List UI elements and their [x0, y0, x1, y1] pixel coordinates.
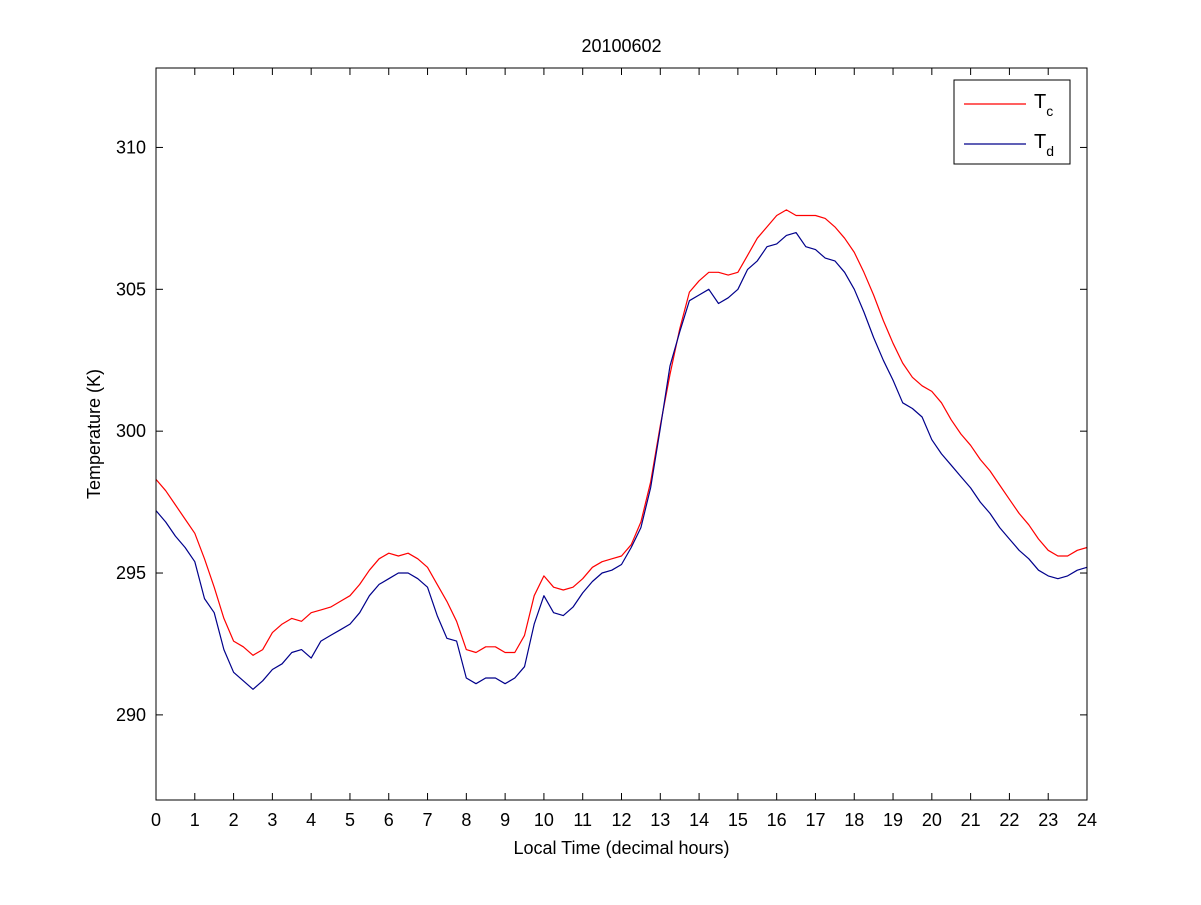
- series-line-Tc: [155, 209, 1088, 656]
- x-tick-label: 8: [461, 810, 471, 830]
- x-tick-label: 3: [267, 810, 277, 830]
- plot-frame: [155, 67, 1088, 801]
- y-tick-label: 290: [116, 705, 146, 725]
- chart-title: 20100602: [581, 36, 661, 56]
- x-tick-label: 1: [190, 810, 200, 830]
- x-tick-label: 14: [689, 810, 709, 830]
- x-tick-label: 13: [650, 810, 670, 830]
- plot-area: [156, 68, 1087, 800]
- x-tick-label: 18: [844, 810, 864, 830]
- x-tick-label: 12: [611, 810, 631, 830]
- x-tick-label: 16: [767, 810, 787, 830]
- x-tick-label: 10: [534, 810, 554, 830]
- x-tick-label: 4: [306, 810, 316, 830]
- legend-box: [953, 79, 1071, 165]
- axis-ticks: 0 1 2 3 4 5 6 7 8 9 10 11 12 13 14 15 16 17 18 19 20 21 22 23 24…: [116, 68, 1097, 830]
- x-tick-label: 20: [922, 810, 942, 830]
- y-tick-label: 295: [116, 563, 146, 583]
- series-line-Td: [155, 232, 1088, 690]
- x-tick-label: 19: [883, 810, 903, 830]
- x-tick-label: 0: [151, 810, 161, 830]
- x-axis-label: Local Time (decimal hours): [513, 838, 729, 858]
- x-tick-label: 11: [573, 810, 592, 830]
- x-tick-label: 24: [1077, 810, 1097, 830]
- x-tick-label: 15: [728, 810, 748, 830]
- x-tick-label: 21: [961, 810, 981, 830]
- y-axis-label: Temperature (K): [84, 369, 104, 499]
- series-layer: [155, 209, 1088, 690]
- x-tick-label: 2: [229, 810, 239, 830]
- legend-subscript: c: [1046, 103, 1053, 119]
- legend-subscript: d: [1046, 143, 1054, 159]
- plot-background: [156, 68, 1087, 800]
- x-tick-label: 7: [423, 810, 433, 830]
- y-tick-label: 310: [116, 137, 146, 157]
- x-tick-label: 22: [999, 810, 1019, 830]
- x-tick-label: 5: [345, 810, 355, 830]
- x-tick-label: 6: [384, 810, 394, 830]
- y-tick-label: 300: [116, 421, 146, 441]
- y-tick-label: 305: [116, 279, 146, 299]
- x-tick-label: 17: [805, 810, 825, 830]
- x-tick-label: 9: [500, 810, 510, 830]
- x-tick-label: 23: [1038, 810, 1058, 830]
